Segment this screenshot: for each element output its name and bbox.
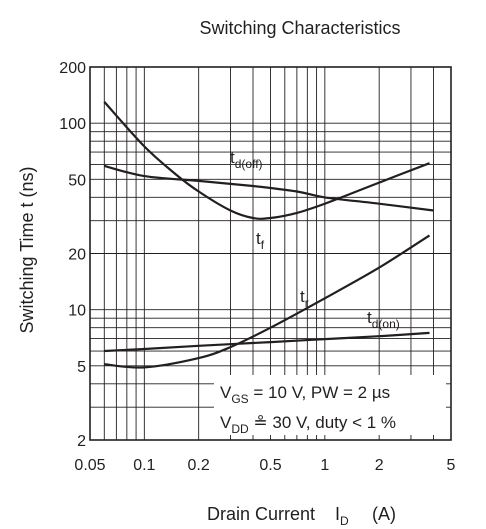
y-tick-label: 5 <box>77 359 86 376</box>
x-tick-label: 0.1 <box>133 457 155 474</box>
condition-line: VDD ≗ 30 V, duty < 1 % <box>220 413 396 436</box>
y-tick-label: 10 <box>68 303 86 320</box>
condition-line: VGS = 10 V, PW = 2 µs <box>220 383 390 406</box>
tf-label: tf <box>256 229 265 252</box>
tick-labels: 0.05 0.1 0.2 0.5 1 2 5 2 5 10 20 50 100 200 <box>59 60 455 474</box>
td-off-label: td(off) <box>230 148 263 171</box>
td-on-label: td(on) <box>367 308 400 331</box>
x-tick-label: 0.5 <box>259 457 281 474</box>
td-off-curve <box>104 164 434 212</box>
x-axis-unit: (A) <box>372 504 396 524</box>
x-tick-label: 2 <box>375 457 384 474</box>
test-conditions: VGS = 10 V, PW = 2 µs VDD ≗ 30 V, duty < … <box>214 375 446 436</box>
td-on-curve <box>104 331 430 353</box>
y-tick-label: 200 <box>59 60 86 77</box>
x-tick-label: 1 <box>320 457 329 474</box>
conditions-backdrop <box>214 375 446 435</box>
x-axis-symbol-main: I <box>335 504 340 524</box>
x-axis-symbol-sub: D <box>340 514 349 528</box>
y-tick-label: 2 <box>77 433 86 450</box>
curve-labels: td(off) tf tr td(on) <box>230 148 400 331</box>
tr-curve <box>104 234 431 369</box>
tr-label: tr <box>300 287 309 310</box>
x-tick-label: 0.05 <box>74 457 105 474</box>
chart-title: Switching Characteristics <box>199 18 400 38</box>
plot-frame <box>89 66 452 441</box>
x-tick-label: 0.2 <box>188 457 210 474</box>
y-tick-label: 50 <box>68 172 86 189</box>
x-axis-label: Drain Current <box>207 504 315 524</box>
y-tick-label: 100 <box>59 116 86 133</box>
curves-group <box>103 101 434 369</box>
tf-curve <box>103 101 430 220</box>
y-axis-label: Switching Time t (ns) <box>17 166 37 333</box>
y-tick-label: 20 <box>68 247 86 264</box>
x-axis-symbol: ID <box>335 504 349 528</box>
x-tick-label: 5 <box>447 457 456 474</box>
